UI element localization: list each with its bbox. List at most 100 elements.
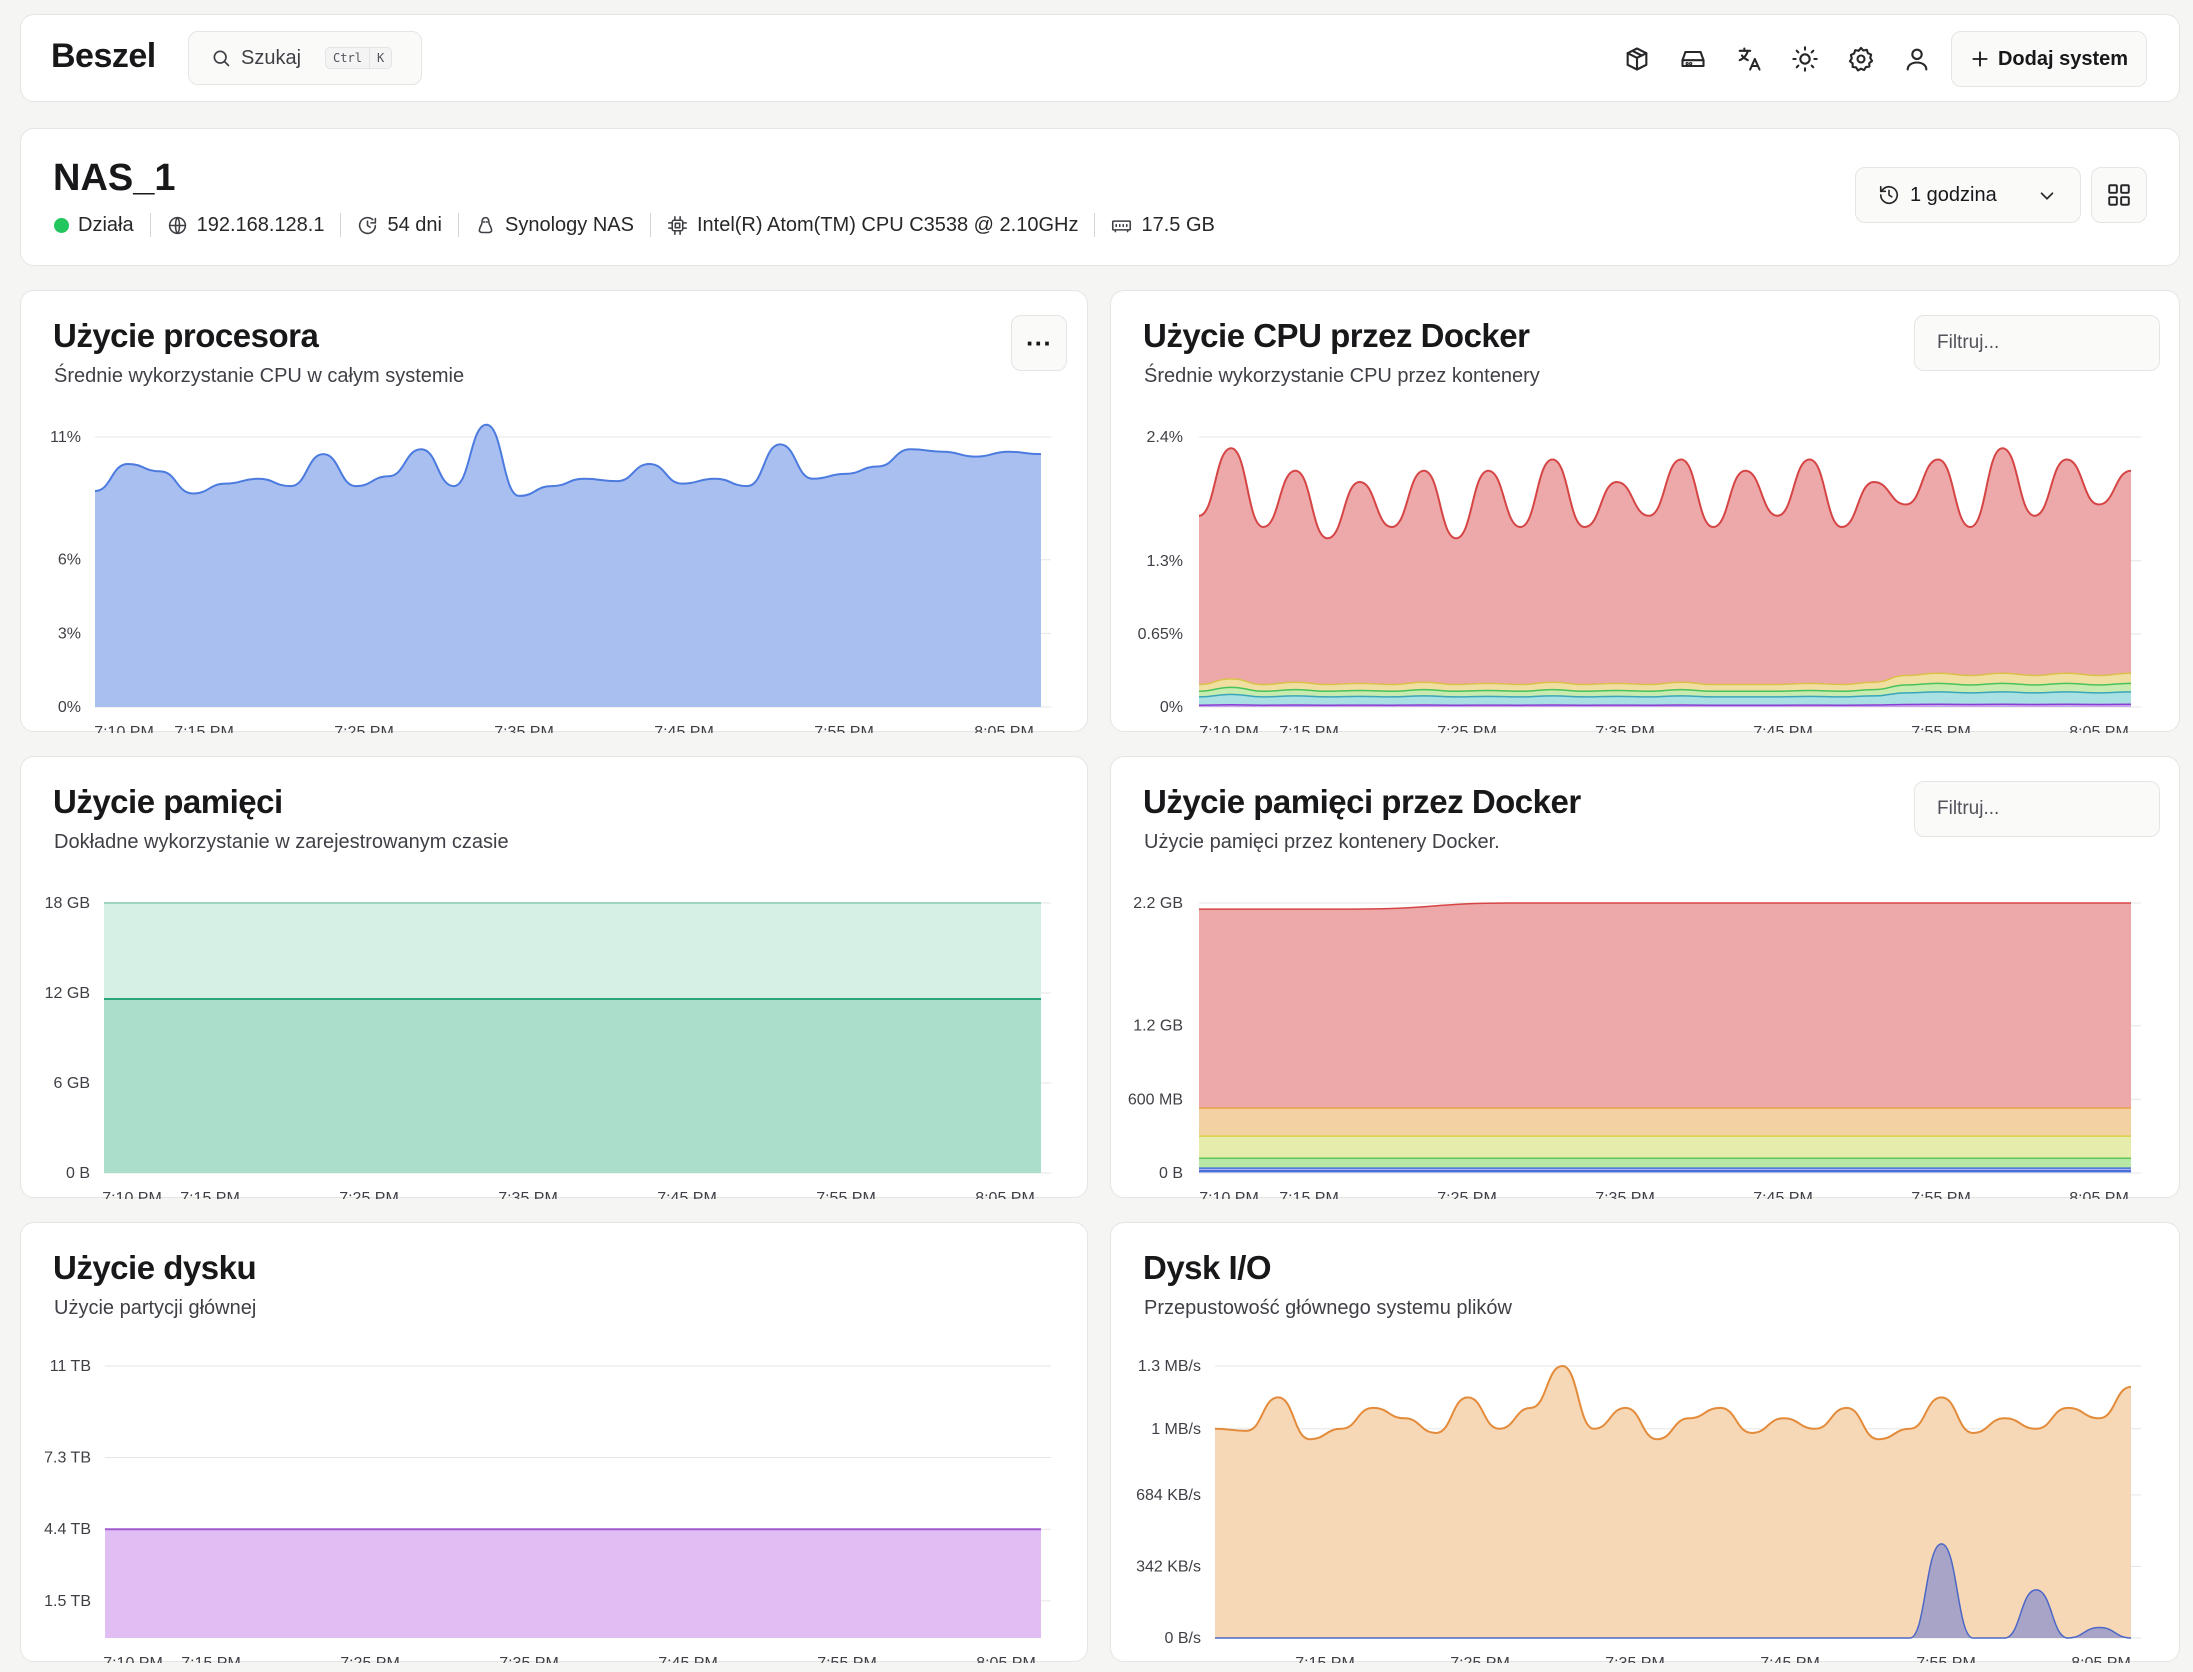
- history-icon: [1879, 185, 1899, 205]
- containers-icon[interactable]: [1617, 39, 1657, 79]
- x-tick-label: 7:25 PM: [339, 1190, 399, 1199]
- y-tick-label: 1.3 MB/s: [1138, 1358, 1201, 1375]
- container-filter-input[interactable]: [1914, 315, 2160, 371]
- cpu-text: Intel(R) Atom(TM) CPU C3538 @ 2.10GHz: [696, 213, 1079, 236]
- memory-usage-card: Użycie pamięci Dokładne wykorzystanie w …: [20, 756, 1088, 1199]
- y-tick-label: 18 GB: [45, 895, 90, 912]
- x-tick-label: 7:45 PM: [1753, 724, 1813, 733]
- y-tick-label: 1 MB/s: [1151, 1421, 1201, 1438]
- x-tick-label: 7:10 PM: [1199, 724, 1259, 733]
- divider: [340, 213, 342, 237]
- time-range-select[interactable]: 1 godzina: [1855, 167, 2081, 223]
- y-tick-label: 4.4 TB: [44, 1521, 91, 1538]
- x-tick-label: 7:10 PM: [103, 1655, 163, 1663]
- x-tick-label: 7:35 PM: [1595, 724, 1655, 733]
- x-tick-label: 7:10 PM: [94, 724, 154, 733]
- container-purple-line: [1198, 703, 2132, 706]
- x-tick-label: 7:10 PM: [102, 1190, 162, 1199]
- status-dot-icon: [54, 217, 69, 233]
- x-tick-label: 7:15 PM: [174, 724, 234, 733]
- status-badge: Działa: [54, 214, 134, 237]
- x-tick-label: 7:15 PM: [1279, 1190, 1339, 1199]
- chart-subtitle: Średnie wykorzystanie CPU przez kontener…: [1144, 365, 1540, 387]
- chart-subtitle: Przepustowość głównego systemu plików: [1144, 1297, 1512, 1319]
- divider: [149, 213, 151, 237]
- ip-address[interactable]: 192.168.128.1: [167, 213, 325, 237]
- write-area: [1215, 1366, 2131, 1638]
- y-tick-label: 11 TB: [50, 1358, 91, 1375]
- y-tick-label: 3%: [58, 625, 81, 642]
- container-red-line: [1198, 447, 2132, 540]
- y-tick-label: 6 GB: [54, 1075, 90, 1092]
- globe-icon: [168, 216, 186, 234]
- container-green-line: [1198, 682, 2132, 693]
- y-tick-label: 1.5 TB: [44, 1593, 91, 1610]
- chart-title: Użycie pamięci: [53, 783, 283, 820]
- theme-sun-icon[interactable]: [1785, 39, 1825, 79]
- x-tick-label: 7:25 PM: [1450, 1655, 1510, 1663]
- container-yellow-line: [1198, 672, 2132, 686]
- x-tick-label: 7:25 PM: [334, 724, 394, 733]
- layout-grid-button[interactable]: [2091, 167, 2147, 223]
- chart-title: Użycie procesora: [53, 317, 319, 354]
- y-tick-label: 7.3 TB: [44, 1449, 91, 1466]
- add-system-label: Dodaj system: [1997, 47, 2129, 70]
- chart-title: Dysk I/O: [1143, 1249, 1272, 1286]
- add-system-button[interactable]: Dodaj system: [1951, 31, 2147, 87]
- more-options-button[interactable]: ···: [1011, 315, 1067, 371]
- clock-arrow-icon: [359, 216, 377, 234]
- ip-text: 192.168.128.1: [196, 213, 325, 236]
- time-range-value: 1 godzina: [1910, 183, 1997, 206]
- disk-io-card: Dysk I/O Przepustowość głównego systemu …: [1110, 1222, 2180, 1663]
- memory-text: 17.5 GB: [1141, 213, 1215, 236]
- x-tick-label: 8:05 PM: [974, 724, 1034, 733]
- x-tick-label: 7:35 PM: [499, 1655, 559, 1663]
- x-tick-label: 7:55 PM: [817, 1655, 877, 1663]
- docker-cpu-chart: 0% 0.65% 1.3% 2.4% 7:10 PM 7:15 PM 7:25 PM 7:35…: [1138, 429, 2141, 733]
- docker-cpu-card: Użycie CPU przez Docker Średnie wykorzys…: [1110, 290, 2180, 733]
- container-teal-area: [1199, 691, 2131, 707]
- used-memory-area: [104, 999, 1041, 1173]
- user-icon[interactable]: [1897, 39, 1937, 79]
- system-info-card: NAS_1 Działa 192.168.128.1 54 dni Synolo…: [20, 128, 2180, 266]
- hard-drive-icon[interactable]: [1673, 39, 1713, 79]
- top-navbar: Beszel Szukaj Ctrl K Dodaj system: [20, 14, 2180, 102]
- x-tick-label: 7:15 PM: [1295, 1655, 1355, 1663]
- chart-title: Użycie CPU przez Docker: [1143, 317, 1530, 354]
- container-filter-input[interactable]: [1914, 781, 2160, 837]
- x-tick-label: 7:25 PM: [340, 1655, 400, 1663]
- disk-usage-card: Użycie dysku Użycie partycji głównej 1.5…: [20, 1222, 1088, 1663]
- settings-gear-icon[interactable]: [1841, 39, 1881, 79]
- x-tick-label: 7:35 PM: [1605, 1655, 1665, 1663]
- x-tick-label: 7:55 PM: [1916, 1655, 1976, 1663]
- memory-size: 17.5 GB: [1111, 213, 1215, 237]
- x-tick-label: 7:55 PM: [816, 1190, 876, 1199]
- app-logo[interactable]: Beszel: [51, 37, 156, 75]
- chart-subtitle: Użycie pamięci przez kontenery Docker.: [1144, 831, 1500, 853]
- x-tick-label: 7:45 PM: [657, 1190, 717, 1199]
- x-tick-label: 7:55 PM: [1911, 724, 1971, 733]
- y-tick-label: 0%: [58, 699, 81, 716]
- x-tick-label: 7:55 PM: [814, 724, 874, 733]
- language-icon[interactable]: [1729, 39, 1769, 79]
- x-tick-label: 7:45 PM: [1753, 1190, 1813, 1199]
- chevron-down-icon: [2040, 192, 2054, 200]
- x-tick-label: 7:35 PM: [498, 1190, 558, 1199]
- y-tick-label: 12 GB: [45, 985, 90, 1002]
- divider: [1094, 213, 1096, 237]
- y-tick-label: 0.65%: [1138, 626, 1183, 643]
- system-name: NAS_1: [53, 157, 176, 199]
- cpu-model: Intel(R) Atom(TM) CPU C3538 @ 2.10GHz: [667, 213, 1079, 237]
- docker-memory-chart: 0 B 600 MB 1.2 GB 2.2 GB 7:10 PM 7:15 PM 7:25 …: [1128, 895, 2141, 1199]
- chart-subtitle: Użycie partycji głównej: [54, 1297, 257, 1319]
- x-tick-label: 7:15 PM: [181, 1655, 241, 1663]
- container-red-area: [1199, 903, 2131, 1173]
- y-tick-label: 600 MB: [1128, 1091, 1183, 1108]
- x-tick-label: 7:45 PM: [1760, 1655, 1820, 1663]
- area-fill: [95, 424, 1041, 707]
- x-tick-label: 7:15 PM: [1279, 724, 1339, 733]
- y-tick-label: 0 B/s: [1165, 1630, 1201, 1647]
- layout-grid-icon: [2108, 184, 2130, 206]
- search-button[interactable]: Szukaj Ctrl K: [188, 31, 422, 85]
- y-tick-label: 684 KB/s: [1136, 1487, 1201, 1504]
